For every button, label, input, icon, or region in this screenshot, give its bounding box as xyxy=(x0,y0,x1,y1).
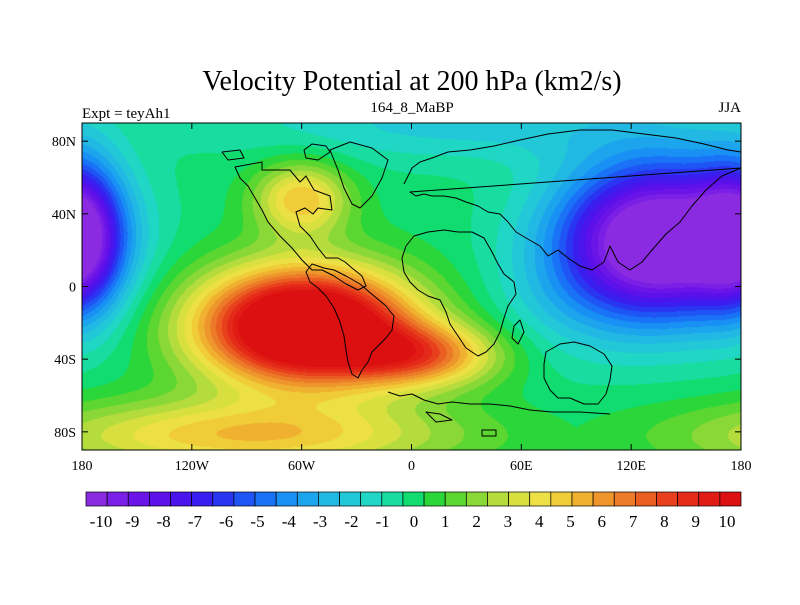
colorbar-swatch xyxy=(212,491,235,507)
colorbar-swatch xyxy=(402,491,425,507)
colorbar-label: -9 xyxy=(125,512,139,531)
colorbar-swatch xyxy=(233,491,256,507)
colorbar-swatch xyxy=(127,491,150,507)
subtitle-left: Expt = teyAh1 xyxy=(82,106,170,122)
colorbar-label: 5 xyxy=(566,512,575,531)
coastline-south-america xyxy=(305,263,395,379)
colorbar-swatch xyxy=(381,491,404,507)
colorbar-label: -3 xyxy=(313,512,327,531)
colorbar-swatch xyxy=(254,491,277,507)
x-tick-label: 0 xyxy=(408,459,415,474)
colorbar-swatch xyxy=(106,491,129,507)
colorbar-swatch xyxy=(149,491,171,507)
colorbar-label: -4 xyxy=(282,512,297,531)
coastline-greenland xyxy=(329,141,389,209)
coastline-africa xyxy=(401,229,517,357)
colorbar-label: -7 xyxy=(188,512,203,531)
subtitle-center: 164_8_MaBP xyxy=(370,100,453,116)
colorbar-swatch xyxy=(592,491,615,507)
x-axis: 180 120W 60W 0 60E 120E 180 xyxy=(72,123,752,474)
colorbar-swatch xyxy=(465,491,488,507)
contour-field xyxy=(82,123,741,450)
coastline-eurasia xyxy=(403,129,741,271)
colorbar-swatch xyxy=(296,491,319,507)
colorbar-label: -6 xyxy=(219,512,233,531)
colorbar-swatch xyxy=(191,491,214,507)
colorbar-swatch xyxy=(698,491,721,507)
colorbar-label: 0 xyxy=(410,512,419,531)
colorbar-label: 1 xyxy=(441,512,450,531)
colorbar-label: 7 xyxy=(629,512,638,531)
colorbar-label: 10 xyxy=(719,512,736,531)
colorbar-swatch xyxy=(719,491,742,507)
colorbar-swatch xyxy=(656,491,678,507)
colorbar-swatch xyxy=(613,491,636,507)
subtitle-right: JJA xyxy=(718,100,741,116)
velocity-potential-field xyxy=(82,123,741,450)
x-tick-label: 60E xyxy=(510,459,533,474)
y-tick-label: 80N xyxy=(52,135,76,150)
colorbar-label: 8 xyxy=(660,512,669,531)
x-tick-label: 120E xyxy=(616,459,646,474)
colorbar-swatch xyxy=(275,491,298,507)
colorbar-swatch xyxy=(677,491,700,507)
coastline-madagascar xyxy=(511,319,525,345)
colorbar-label: 6 xyxy=(598,512,607,531)
colorbar-swatch xyxy=(444,491,467,507)
x-tick-label: 120W xyxy=(175,459,210,474)
colorbar: -10 -9 -8 -7 -6 -5 -4 -3 -2 -1 0 1 2 3 4 5 6 7 8 9 10 xyxy=(85,491,742,531)
y-axis: 80N 40N 0 40S 80S xyxy=(52,135,741,441)
colorbar-swatch xyxy=(170,491,192,507)
colorbar-swatch xyxy=(423,491,446,507)
colorbar-swatch xyxy=(635,491,657,507)
colorbar-label: -5 xyxy=(250,512,264,531)
coastline-australia xyxy=(543,341,613,405)
colorbar-label: 2 xyxy=(472,512,481,531)
colorbar-swatch xyxy=(529,491,552,507)
colorbar-swatch xyxy=(360,491,383,507)
coastline-arctic-islands xyxy=(221,143,331,161)
colorbar-label: -10 xyxy=(90,512,113,531)
colorbar-swatch xyxy=(85,491,108,507)
chart-title: Velocity Potential at 200 hPa (km2/s) xyxy=(202,66,621,97)
colorbar-label: -2 xyxy=(344,512,358,531)
colorbar-label: -1 xyxy=(376,512,390,531)
x-tick-label: 180 xyxy=(72,459,93,474)
colorbar-label: 9 xyxy=(691,512,700,531)
y-tick-label: 40N xyxy=(52,208,76,223)
x-tick-label: 60W xyxy=(288,459,316,474)
colorbar-swatch xyxy=(487,491,509,507)
colorbar-swatch xyxy=(571,491,594,507)
coastline-north-america xyxy=(234,161,367,291)
coastline-antarctica xyxy=(387,391,611,437)
y-tick-label: 80S xyxy=(54,426,76,441)
continent-outlines xyxy=(221,129,741,437)
colorbar-swatch xyxy=(339,491,362,507)
y-tick-label: 0 xyxy=(69,281,76,296)
colorbar-swatch xyxy=(318,491,340,507)
x-tick-label: 180 xyxy=(731,459,752,474)
colorbar-label: 4 xyxy=(535,512,544,531)
y-tick-label: 40S xyxy=(54,353,76,368)
colorbar-swatch xyxy=(550,491,573,507)
colorbar-label: 3 xyxy=(504,512,513,531)
colorbar-label: -8 xyxy=(157,512,171,531)
colorbar-swatch xyxy=(508,491,531,507)
